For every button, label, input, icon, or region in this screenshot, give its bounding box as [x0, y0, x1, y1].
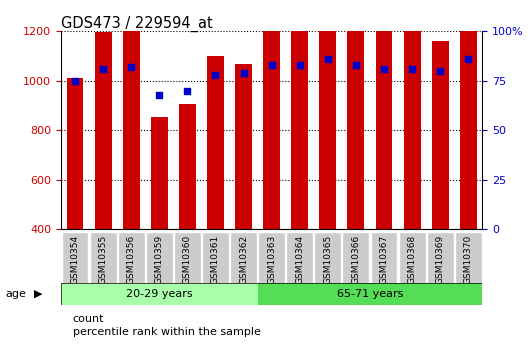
FancyBboxPatch shape [90, 232, 117, 284]
Bar [263, 0, 280, 229]
FancyBboxPatch shape [342, 232, 369, 284]
Bar [348, 0, 364, 229]
Text: GSM10370: GSM10370 [464, 235, 473, 284]
Bar [235, 64, 252, 229]
Point [352, 62, 360, 68]
FancyBboxPatch shape [370, 232, 398, 284]
Text: 20-29 years: 20-29 years [126, 289, 192, 299]
Text: GSM10361: GSM10361 [211, 235, 220, 284]
Bar [207, 56, 224, 229]
FancyBboxPatch shape [61, 232, 89, 284]
Bar [61, 283, 258, 305]
Bar [404, 19, 420, 229]
Bar [95, 32, 111, 229]
FancyBboxPatch shape [258, 232, 285, 284]
Text: ▶: ▶ [34, 289, 43, 299]
Text: age: age [5, 289, 26, 299]
Point [99, 66, 107, 71]
FancyBboxPatch shape [455, 232, 482, 284]
FancyBboxPatch shape [118, 232, 145, 284]
Text: GSM10360: GSM10360 [183, 235, 192, 284]
Bar [376, 25, 392, 229]
Text: percentile rank within the sample: percentile rank within the sample [73, 327, 261, 336]
Point [379, 66, 388, 71]
Point [464, 56, 473, 61]
Bar [179, 104, 196, 229]
Point [323, 56, 332, 61]
Text: GSM10354: GSM10354 [70, 235, 80, 284]
Bar [460, 0, 476, 229]
Point [436, 68, 444, 73]
Point [296, 62, 304, 68]
Text: GSM10362: GSM10362 [239, 235, 248, 284]
FancyBboxPatch shape [174, 232, 201, 284]
Bar [320, 0, 336, 229]
FancyBboxPatch shape [146, 232, 173, 284]
Text: count: count [73, 315, 104, 324]
Text: GSM10364: GSM10364 [295, 235, 304, 284]
Text: 65-71 years: 65-71 years [337, 289, 403, 299]
Text: GSM10369: GSM10369 [436, 235, 445, 284]
Bar [432, 41, 448, 229]
Point [183, 88, 192, 93]
Text: GSM10355: GSM10355 [99, 235, 108, 284]
Text: GSM10368: GSM10368 [408, 235, 417, 284]
FancyBboxPatch shape [202, 232, 229, 284]
FancyBboxPatch shape [314, 232, 341, 284]
Point [408, 66, 417, 71]
Point [127, 64, 136, 70]
Text: GSM10365: GSM10365 [323, 235, 332, 284]
FancyBboxPatch shape [286, 232, 313, 284]
Bar [67, 78, 83, 229]
FancyBboxPatch shape [427, 232, 454, 284]
Bar [258, 283, 482, 305]
Text: GSM10359: GSM10359 [155, 235, 164, 284]
Text: GSM10356: GSM10356 [127, 235, 136, 284]
Point [71, 78, 80, 83]
Point [240, 70, 248, 76]
Text: GDS473 / 229594_at: GDS473 / 229594_at [61, 16, 213, 32]
Point [211, 72, 219, 78]
Text: GSM10367: GSM10367 [379, 235, 388, 284]
Text: GSM10363: GSM10363 [267, 235, 276, 284]
Bar [292, 2, 308, 229]
Point [267, 62, 276, 68]
Point [155, 92, 163, 97]
FancyBboxPatch shape [230, 232, 257, 284]
Bar [151, 117, 167, 229]
Bar [123, 23, 139, 229]
Text: GSM10366: GSM10366 [351, 235, 360, 284]
FancyBboxPatch shape [399, 232, 426, 284]
